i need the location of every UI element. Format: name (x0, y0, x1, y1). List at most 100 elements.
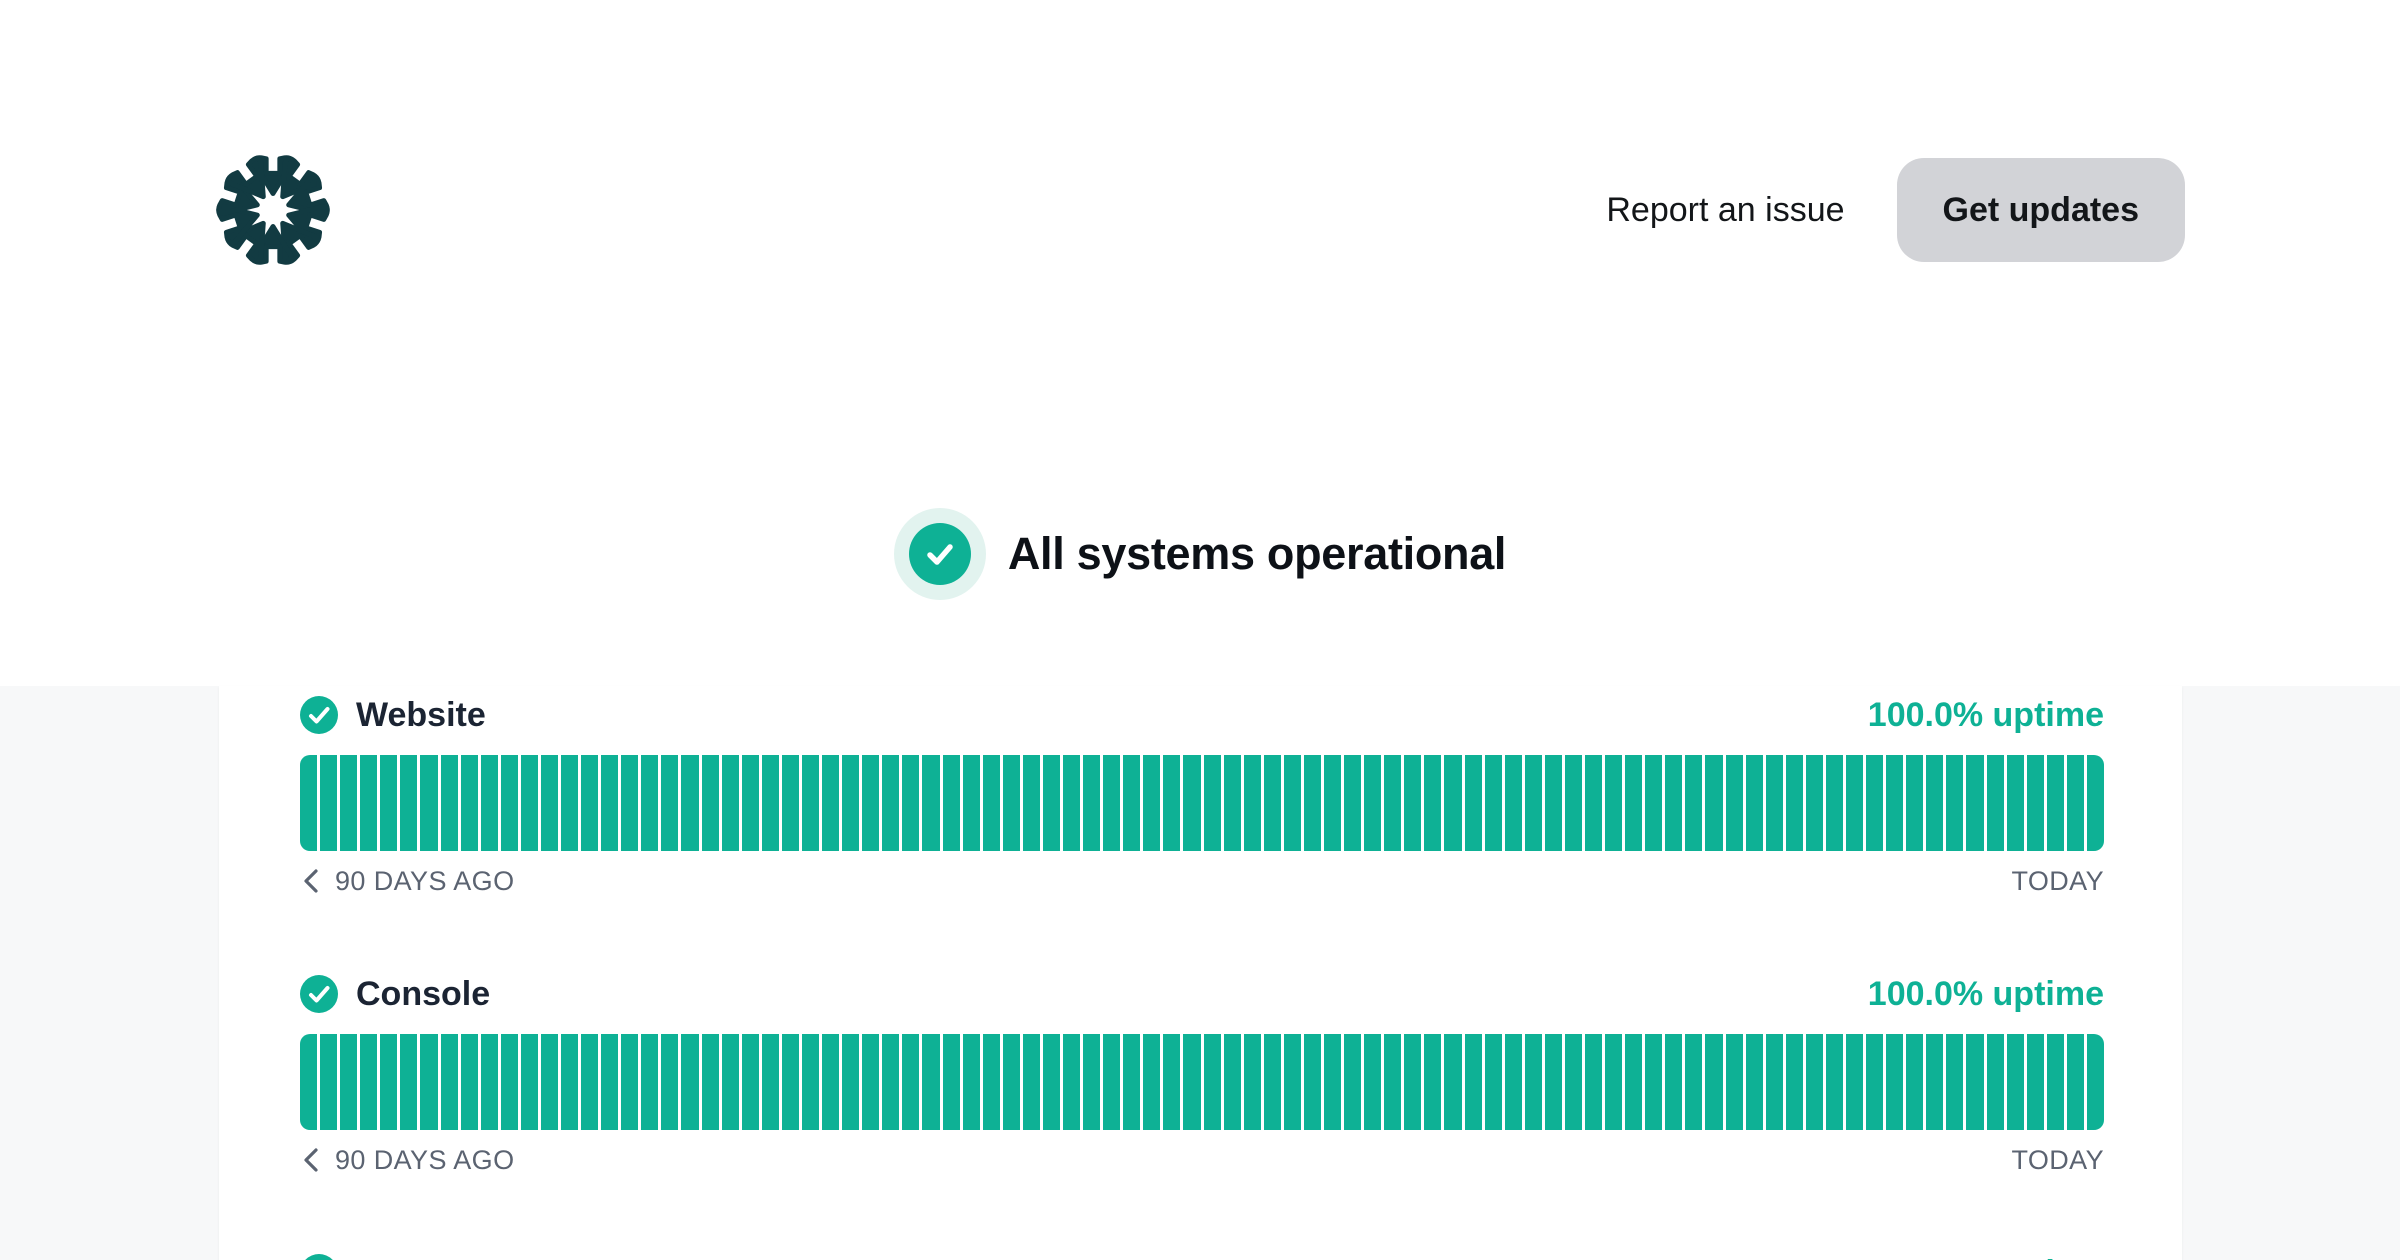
uptime-day-bar[interactable] (320, 1034, 338, 1130)
uptime-day-bar[interactable] (480, 755, 498, 851)
uptime-day-bar[interactable] (1805, 755, 1823, 851)
uptime-day-bar[interactable] (1083, 1034, 1101, 1130)
uptime-day-bar[interactable] (1765, 755, 1783, 851)
uptime-day-bar[interactable] (420, 755, 438, 851)
uptime-day-bar[interactable] (1825, 1034, 1844, 1130)
uptime-day-bar[interactable] (360, 755, 378, 851)
uptime-day-bar[interactable] (1745, 755, 1763, 851)
report-issue-link[interactable]: Report an issue (1606, 190, 1845, 229)
uptime-day-bar[interactable] (1886, 1034, 1904, 1130)
uptime-day-bar[interactable] (721, 755, 739, 851)
uptime-day-bar[interactable] (1866, 1034, 1884, 1130)
uptime-day-bar[interactable] (360, 1034, 378, 1130)
uptime-day-bar[interactable] (2066, 1034, 2084, 1130)
uptime-day-bar[interactable] (1484, 1034, 1502, 1130)
uptime-day-bar[interactable] (400, 1034, 418, 1130)
uptime-day-bar[interactable] (862, 1034, 880, 1130)
uptime-day-bar[interactable] (1143, 1034, 1161, 1130)
uptime-day-bar[interactable] (982, 755, 1000, 851)
uptime-day-bar[interactable] (1444, 755, 1462, 851)
uptime-day-bar[interactable] (922, 1034, 940, 1130)
uptime-day-bar[interactable] (1605, 1034, 1623, 1130)
uptime-day-bar[interactable] (500, 755, 518, 851)
uptime-day-bar[interactable] (1785, 755, 1803, 851)
company-logo[interactable] (215, 150, 331, 270)
uptime-day-bar[interactable] (1464, 755, 1482, 851)
uptime-day-bar[interactable] (1866, 755, 1884, 851)
uptime-day-bar[interactable] (601, 1034, 619, 1130)
uptime-day-bar[interactable] (1223, 1034, 1241, 1130)
uptime-day-bar[interactable] (1203, 755, 1221, 851)
uptime-day-bar[interactable] (1022, 755, 1040, 851)
uptime-day-bar[interactable] (1223, 755, 1241, 851)
uptime-day-bar[interactable] (741, 755, 759, 851)
uptime-day-bar[interactable] (1906, 1034, 1924, 1130)
uptime-day-bar[interactable] (1625, 1034, 1643, 1130)
uptime-day-bar[interactable] (1123, 1034, 1141, 1130)
uptime-day-bar[interactable] (2046, 1034, 2064, 1130)
uptime-day-bar[interactable] (561, 755, 579, 851)
uptime-day-bar[interactable] (1002, 755, 1020, 851)
uptime-day-bar[interactable] (701, 755, 719, 851)
uptime-day-bar[interactable] (1384, 755, 1402, 851)
uptime-day-bar[interactable] (1364, 1034, 1382, 1130)
uptime-day-bar[interactable] (1504, 1034, 1522, 1130)
uptime-day-bar[interactable] (962, 1034, 980, 1130)
uptime-day-bar[interactable] (1263, 1034, 1281, 1130)
uptime-day-bar[interactable] (1283, 755, 1301, 851)
uptime-day-bar[interactable] (1404, 1034, 1422, 1130)
uptime-day-bar[interactable] (1846, 1034, 1864, 1130)
uptime-day-bar[interactable] (1062, 755, 1081, 851)
uptime-day-bar[interactable] (1906, 755, 1924, 851)
uptime-day-bar[interactable] (500, 1034, 518, 1130)
uptime-day-bar[interactable] (1103, 755, 1121, 851)
uptime-day-bar[interactable] (581, 1034, 599, 1130)
uptime-day-bar[interactable] (1042, 1034, 1060, 1130)
uptime-day-bar[interactable] (520, 755, 538, 851)
uptime-day-bar[interactable] (1564, 1034, 1582, 1130)
uptime-day-bar[interactable] (1986, 755, 2004, 851)
uptime-day-bar[interactable] (320, 755, 338, 851)
uptime-day-bar[interactable] (1404, 755, 1422, 851)
uptime-day-bar[interactable] (681, 755, 699, 851)
uptime-day-bar[interactable] (440, 755, 458, 851)
uptime-day-bar[interactable] (1946, 755, 1964, 851)
uptime-day-bar[interactable] (661, 755, 679, 851)
uptime-day-bar[interactable] (801, 755, 820, 851)
uptime-day-bar[interactable] (761, 1034, 779, 1130)
uptime-day-bar[interactable] (380, 755, 398, 851)
uptime-day-bar[interactable] (2066, 755, 2084, 851)
uptime-day-bar[interactable] (2006, 755, 2024, 851)
uptime-day-bar[interactable] (942, 755, 960, 851)
uptime-day-bar[interactable] (540, 1034, 559, 1130)
uptime-day-bar[interactable] (781, 1034, 799, 1130)
uptime-day-bar[interactable] (661, 1034, 679, 1130)
uptime-day-bar[interactable] (2086, 1034, 2105, 1130)
uptime-day-bar[interactable] (902, 755, 920, 851)
uptime-day-bar[interactable] (540, 755, 559, 851)
uptime-day-bar[interactable] (1022, 1034, 1040, 1130)
uptime-day-bar[interactable] (1444, 1034, 1462, 1130)
uptime-day-bar[interactable] (1926, 755, 1944, 851)
uptime-day-bar[interactable] (1825, 755, 1844, 851)
uptime-day-bar[interactable] (1705, 1034, 1723, 1130)
uptime-day-bar[interactable] (1243, 755, 1261, 851)
uptime-day-bar[interactable] (1544, 755, 1562, 851)
uptime-day-bar[interactable] (842, 755, 860, 851)
uptime-day-bar[interactable] (1484, 755, 1502, 851)
uptime-day-bar[interactable] (1846, 755, 1864, 851)
uptime-day-bar[interactable] (1966, 1034, 1984, 1130)
uptime-day-bar[interactable] (1303, 755, 1321, 851)
uptime-day-bar[interactable] (822, 755, 840, 851)
uptime-bar-chart[interactable] (300, 755, 2105, 851)
uptime-day-bar[interactable] (842, 1034, 860, 1130)
uptime-day-bar[interactable] (1464, 1034, 1482, 1130)
uptime-day-bar[interactable] (300, 755, 318, 851)
uptime-day-bar[interactable] (681, 1034, 699, 1130)
uptime-day-bar[interactable] (520, 1034, 538, 1130)
uptime-day-bar[interactable] (1344, 1034, 1362, 1130)
uptime-day-bar[interactable] (922, 755, 940, 851)
uptime-day-bar[interactable] (1765, 1034, 1783, 1130)
uptime-day-bar[interactable] (741, 1034, 759, 1130)
uptime-day-bar[interactable] (1685, 1034, 1703, 1130)
